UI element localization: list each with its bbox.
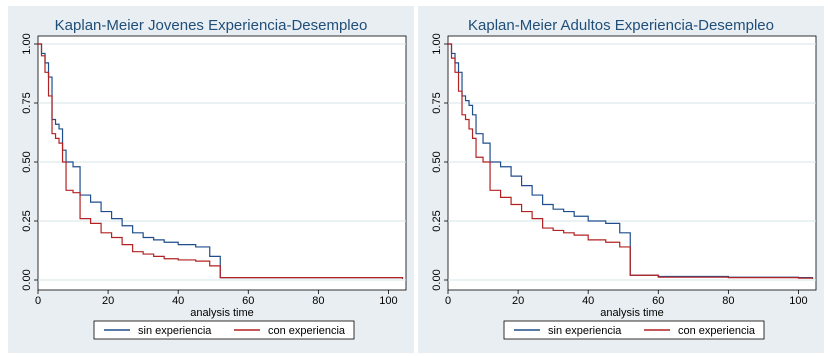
x-tick-label: 60 [652, 295, 664, 307]
series-line-con-experiencia [38, 43, 404, 279]
chart-title: Kaplan-Meier Jovenes Experiencia-Desempl… [55, 17, 368, 34]
x-tick-label: 40 [172, 295, 184, 307]
y-tick-label: 0.25 [431, 210, 443, 231]
x-tick-label: 60 [242, 295, 254, 307]
legend-box [503, 320, 765, 340]
legend-label: sin experiencia [548, 325, 622, 337]
legend-label: con experiencia [678, 325, 756, 337]
y-tick-label: 0.00 [21, 269, 33, 290]
x-tick-label: 0 [445, 295, 451, 307]
x-tick-label: 20 [512, 295, 524, 307]
x-tick-label: 100 [379, 295, 397, 307]
x-tick-label: 0 [35, 295, 41, 307]
x-axis-label: analysis time [600, 307, 664, 319]
plot-area [37, 35, 407, 291]
y-tick-label: 0.50 [431, 151, 443, 172]
legend-label: con experiencia [268, 325, 346, 337]
legend-label: sin experiencia [138, 325, 212, 337]
x-tick-label: 40 [582, 295, 594, 307]
x-tick-label: 80 [722, 295, 734, 307]
y-tick-label: 0.75 [21, 92, 33, 113]
y-tick-label: 0.25 [21, 210, 33, 231]
y-tick-label: 1.00 [431, 33, 443, 54]
series-line-sin-experiencia [38, 43, 404, 279]
y-tick-label: 0.00 [431, 269, 443, 290]
x-tick-label: 80 [312, 295, 324, 307]
x-tick-label: 20 [102, 295, 114, 307]
y-tick-label: 0.75 [431, 92, 443, 113]
y-tick-label: 1.00 [21, 33, 33, 54]
chart-panel-1: Kaplan-Meier Jovenes Experiencia-Desempl… [8, 6, 414, 353]
y-tick-label: 0.50 [21, 151, 33, 172]
legend-box [93, 320, 355, 340]
x-axis-label: analysis time [190, 307, 254, 319]
chart-title: Kaplan-Meier Adultos Experiencia-Desempl… [468, 17, 774, 34]
x-tick-label: 100 [789, 295, 807, 307]
chart-panel-2: Kaplan-Meier Adultos Experiencia-Desempl… [418, 6, 824, 353]
plot-area [447, 35, 817, 291]
series-line-con-experiencia [448, 43, 814, 279]
